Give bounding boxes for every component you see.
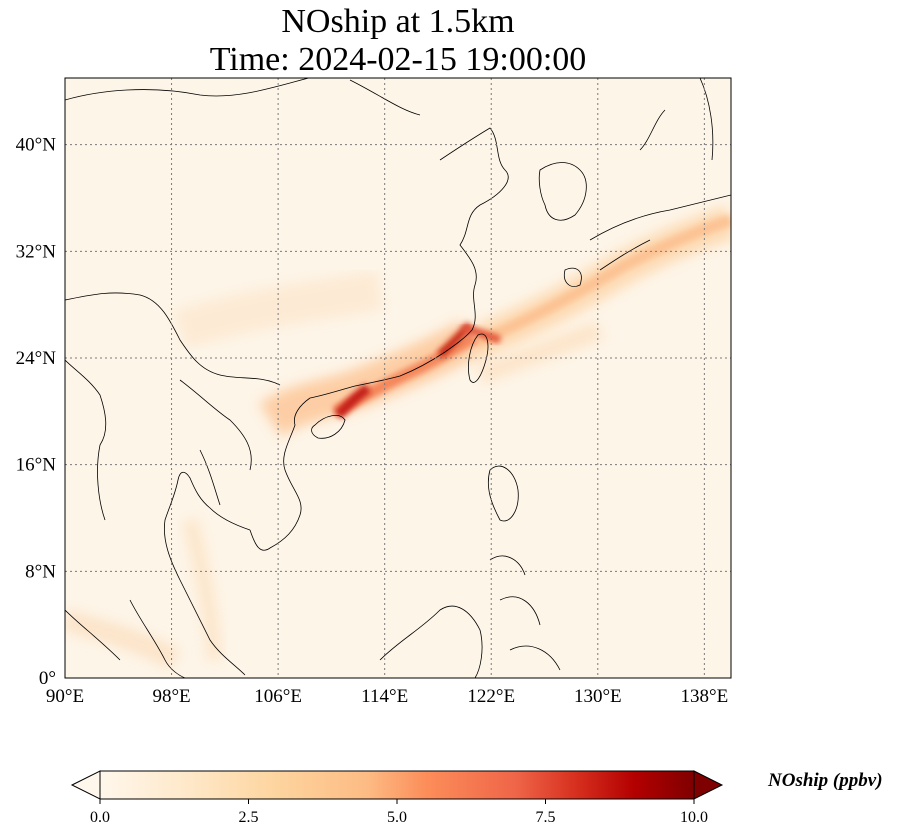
longitude-tick-label: 98°E bbox=[152, 686, 190, 707]
longitude-tick-label: 114°E bbox=[361, 686, 408, 707]
plume-gulf-of-thailand bbox=[182, 518, 223, 661]
longitude-tick-label: 138°E bbox=[681, 686, 729, 707]
border-china-north bbox=[65, 78, 421, 116]
longitude-tick-label: 130°E bbox=[574, 686, 622, 707]
colorbar-extend-high bbox=[693, 770, 724, 800]
colorbar-extend-low bbox=[70, 770, 101, 800]
coastline-gulf-of-tonkin bbox=[249, 397, 311, 551]
plume-pearl-river-hotspot bbox=[334, 383, 371, 419]
colorbar-label: NOship (ppbv) bbox=[768, 770, 883, 791]
colorbar-tick-label: 10.0 bbox=[680, 809, 708, 826]
latitude-tick-label: 8°N bbox=[25, 561, 56, 582]
coastline-hainan bbox=[311, 415, 346, 439]
coastline-sakhalin bbox=[699, 78, 714, 161]
colorbar-tick-label: 5.0 bbox=[387, 809, 407, 826]
map-frame bbox=[64, 77, 732, 679]
map-title: NOship at 1.5km bbox=[281, 3, 515, 40]
latitude-tick-label: 24°N bbox=[16, 348, 57, 369]
colorbar: 0.0 2.5 5.0 7.5 10.0 bbox=[70, 770, 724, 826]
coastline-borneo bbox=[379, 605, 483, 678]
coastline-indochina bbox=[163, 471, 251, 676]
latitude-tick-label: 40°N bbox=[16, 135, 57, 156]
colorbar-gradient bbox=[99, 770, 695, 800]
coastline-china-east bbox=[309, 127, 509, 399]
colorbar-tick-label: 0.0 bbox=[90, 809, 110, 826]
coastline-bay-of-bengal bbox=[65, 359, 107, 521]
coastline-kyushu bbox=[563, 267, 582, 287]
coastline-sumatra bbox=[65, 609, 121, 661]
plume-inland-south-china bbox=[173, 270, 384, 350]
latitude-tick-label: 0° bbox=[39, 668, 56, 689]
latitude-tick-label: 16°N bbox=[16, 455, 57, 476]
noship-concentration-field bbox=[65, 205, 731, 670]
coastline-philippines-luzon bbox=[487, 465, 519, 522]
border-southeast-asia bbox=[65, 292, 281, 506]
latitude-tick-labels: 0° 8°N 16°N 24°N 32°N 40°N bbox=[16, 135, 57, 689]
coastline-japan bbox=[589, 109, 731, 271]
colorbar-tick-label: 2.5 bbox=[239, 809, 259, 826]
plume-philippine-sea bbox=[476, 320, 604, 385]
colorbar-tick-label: 7.5 bbox=[536, 809, 556, 826]
coastline-malay bbox=[129, 599, 186, 678]
coastline-philippines-south bbox=[489, 555, 561, 671]
longitude-tick-label: 90°E bbox=[46, 686, 84, 707]
map-time-subtitle: Time: 2024-02-15 19:00:00 bbox=[209, 41, 587, 78]
longitude-tick-label: 106°E bbox=[254, 686, 302, 707]
longitude-tick-label: 122°E bbox=[467, 686, 515, 707]
coastline-korea bbox=[538, 162, 587, 221]
longitude-tick-labels: 90°E 98°E 106°E 114°E 122°E 130°E 138°E bbox=[46, 686, 728, 707]
plume-north-taiwan bbox=[461, 325, 502, 344]
plume-malacca bbox=[65, 609, 181, 670]
colorbar-ticks: 0.0 2.5 5.0 7.5 10.0 bbox=[90, 799, 708, 826]
plume-east-china-sea-core bbox=[472, 214, 731, 349]
coastlines bbox=[65, 78, 731, 678]
latitude-tick-label: 32°N bbox=[16, 241, 57, 262]
coastline-taiwan bbox=[468, 333, 489, 383]
map-gridlines bbox=[65, 78, 731, 678]
